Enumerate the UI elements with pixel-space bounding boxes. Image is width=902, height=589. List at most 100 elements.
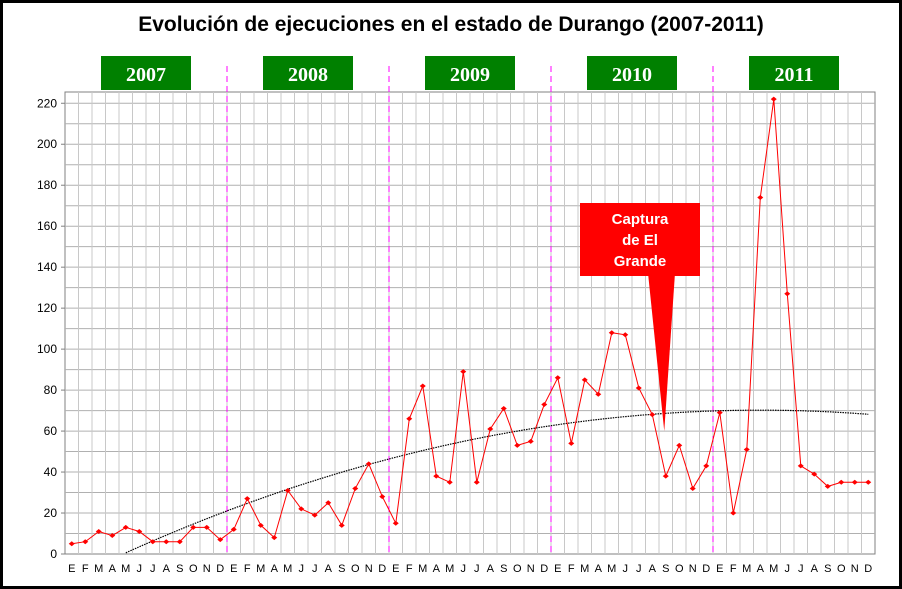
y-tick-label: 20 [44,506,58,520]
x-tick-label: D [216,563,224,575]
x-tick-label: J [150,563,156,575]
callout-pointer [648,273,675,432]
x-tick-label: A [811,563,819,575]
data-point [298,506,305,512]
x-tick-label: A [163,563,171,575]
x-tick-label: E [392,563,399,575]
x-tick-label: N [365,563,373,575]
x-tick-label: M [445,563,454,575]
data-point [730,510,737,516]
y-tick-label: 140 [37,260,57,274]
x-tick-label: M [121,563,130,575]
y-tick-label: 40 [44,465,58,479]
y-tick-label: 120 [37,301,57,315]
x-tick-label: S [176,563,183,575]
x-tick-label: M [256,563,265,575]
year-label: 2010 [612,64,652,86]
data-point [662,473,669,479]
year-badge [101,56,191,90]
data-point [487,426,494,432]
data-point [716,410,723,416]
data-point [811,471,818,477]
data-point [149,539,156,545]
x-tick-label: N [689,563,697,575]
data-point [271,535,278,541]
year-badge [425,56,515,90]
y-tick-label: 0 [50,547,57,561]
data-point [460,369,467,375]
data-point [122,524,129,530]
x-tick-label: D [378,563,386,575]
data-point [824,483,831,489]
y-tick-label: 60 [44,424,58,438]
x-tick-label: F [406,563,413,575]
data-point [838,479,845,485]
x-tick-label: M [418,563,427,575]
x-tick-label: N [203,563,211,575]
data-point [568,440,575,446]
data-point [554,375,561,381]
x-tick-label: J [623,563,629,575]
data-point [82,539,89,545]
data-point [797,463,804,469]
x-tick-label: S [500,563,507,575]
data-point [851,479,858,485]
data-point [770,96,777,102]
year-label: 2011 [775,64,814,86]
x-tick-label: E [68,563,75,575]
data-point [581,377,588,383]
data-point [865,479,872,485]
callout-box [580,203,700,276]
data-point [203,524,210,530]
x-tick-label: O [189,563,198,575]
x-tick-label: A [487,563,495,575]
data-point [649,412,656,418]
x-tick-label: A [595,563,603,575]
data-point [284,487,291,493]
x-tick-label: A [325,563,333,575]
data-point [433,473,440,479]
data-point [68,541,75,547]
x-tick-label: O [675,563,684,575]
x-tick-label: J [461,563,467,575]
x-tick-label: D [540,563,548,575]
x-tick-label: A [109,563,117,575]
x-tick-label: J [474,563,480,575]
data-point [446,479,453,485]
x-tick-label: M [94,563,103,575]
data-point [622,332,629,338]
data-point [473,479,480,485]
x-tick-label: J [798,563,804,575]
y-tick-label: 160 [37,219,57,233]
x-tick-label: J [299,563,305,575]
data-point [244,496,251,502]
data-point [136,528,143,534]
x-tick-label: S [824,563,831,575]
x-tick-label: O [513,563,522,575]
data-point [676,442,683,448]
y-tick-label: 220 [37,96,57,110]
chart-frame: Evolución de ejecuciones en el estado de… [3,3,899,586]
data-point [311,512,318,518]
x-tick-label: O [837,563,846,575]
data-point [500,406,507,412]
x-tick-label: A [649,563,657,575]
year-badge [263,56,353,90]
year-label: 2007 [126,64,166,86]
y-tick-label: 80 [44,383,58,397]
x-tick-label: J [312,563,318,575]
x-tick-label: F [730,563,737,575]
callout-text: Grande [614,253,667,270]
callout-text: de El [622,232,658,249]
data-point [703,463,710,469]
x-tick-label: D [702,563,710,575]
data-point [95,528,102,534]
callout-text: Captura [612,211,669,228]
data-point [257,522,264,528]
x-tick-label: J [785,563,791,575]
data-point [608,330,615,336]
data-point [109,533,116,539]
year-label: 2009 [450,64,490,86]
data-point [406,416,413,422]
data-point [514,442,521,448]
